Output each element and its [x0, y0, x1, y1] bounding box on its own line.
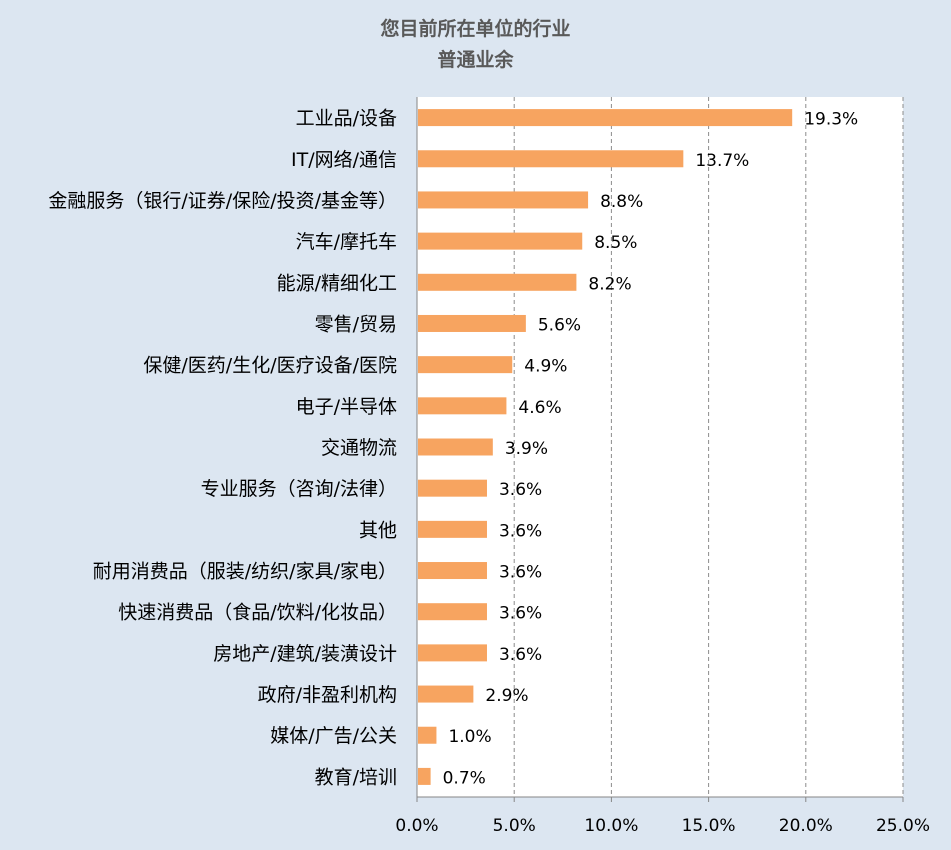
bar: [418, 150, 684, 168]
y-tick-label: 媒体/广告/公关: [270, 725, 397, 747]
bar: [418, 603, 487, 621]
y-tick-label: 金融服务（银行/证券/保险/投资/基金等）: [48, 190, 397, 212]
y-tick-label: 能源/精细化工: [277, 272, 397, 294]
y-tick-label: 汽车/摩托车: [296, 231, 397, 253]
y-tick-label: 电子/半导体: [296, 396, 397, 418]
y-tick-label: 耐用消费品（服装/纺织/家具/家电）: [93, 561, 397, 583]
y-tick-label: 快速消费品（食品/饮料/化妆品）: [118, 602, 397, 624]
x-tick-label: 25.0%: [876, 816, 930, 836]
bar: [418, 767, 431, 785]
y-tick-label: 专业服务（咨询/法律）: [201, 478, 397, 500]
data-label: 0.7%: [443, 768, 486, 788]
bar: [418, 438, 493, 456]
bar: [418, 397, 507, 415]
x-tick-label: 20.0%: [779, 816, 833, 836]
y-tick-label: 保健/医药/生化/医疗设备/医院: [143, 355, 397, 377]
y-tick-label: IT/网络/通信: [291, 149, 397, 171]
plot-area: [417, 97, 903, 797]
y-tick-label: 房地产/建筑/装潢设计: [213, 643, 397, 665]
data-label: 4.6%: [518, 398, 561, 418]
chart-title: 您目前所在单位的行业: [380, 18, 571, 40]
y-tick-label: 教育/培训: [315, 766, 397, 788]
bar: [418, 232, 583, 250]
data-label: 4.9%: [524, 357, 567, 377]
bar: [418, 644, 487, 662]
data-label: 3.9%: [505, 439, 548, 459]
data-label: 2.9%: [485, 686, 528, 706]
bar: [418, 479, 487, 497]
y-tick-label: 其他: [359, 519, 397, 541]
x-tick-label: 10.0%: [584, 816, 638, 836]
data-label: 3.6%: [499, 480, 542, 500]
data-label: 3.6%: [499, 604, 542, 624]
x-tick-label: 0.0%: [395, 816, 438, 836]
data-label: 8.8%: [600, 192, 643, 212]
data-label: 8.2%: [588, 274, 631, 294]
y-tick-label: 交通物流: [321, 437, 397, 459]
data-label: 5.6%: [538, 315, 581, 335]
y-tick-label: 政府/非盈利机构: [258, 684, 397, 706]
data-label: 3.6%: [499, 645, 542, 665]
y-tick-label: 工业品/设备: [296, 108, 397, 130]
bar: [418, 726, 437, 744]
data-label: 19.3%: [804, 110, 858, 130]
x-tick-label: 15.0%: [682, 816, 736, 836]
bar: [418, 191, 589, 209]
data-label: 3.6%: [499, 563, 542, 583]
x-tick-label: 5.0%: [493, 816, 536, 836]
bar: [418, 562, 487, 580]
data-label: 1.0%: [448, 727, 491, 747]
bar: [418, 685, 474, 703]
data-label: 3.6%: [499, 521, 542, 541]
y-tick-label: 零售/贸易: [315, 313, 397, 335]
chart-subtitle: 普通业余: [437, 49, 514, 71]
bar: [418, 314, 526, 332]
bar: [418, 356, 513, 374]
data-label: 8.5%: [594, 233, 637, 253]
bar: [418, 109, 793, 127]
bar: [418, 273, 577, 291]
bar: [418, 520, 487, 538]
data-label: 13.7%: [695, 151, 749, 171]
